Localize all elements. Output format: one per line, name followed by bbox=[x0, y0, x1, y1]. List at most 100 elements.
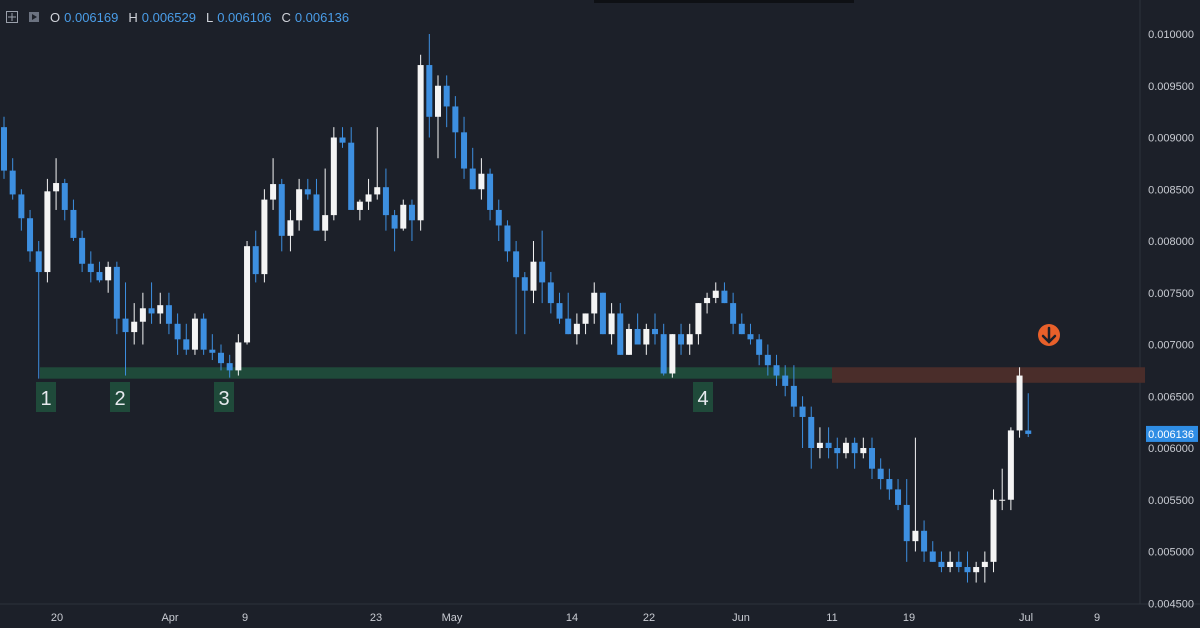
candle-body bbox=[704, 297, 711, 304]
y-tick-label: 0.009000 bbox=[1148, 133, 1194, 145]
candle-body bbox=[261, 199, 268, 275]
candle-body bbox=[877, 468, 884, 480]
candle-body bbox=[53, 183, 60, 192]
candle-body bbox=[834, 448, 841, 454]
candle-body bbox=[513, 251, 520, 278]
x-tick-label: 9 bbox=[242, 612, 248, 624]
candle-body bbox=[339, 137, 346, 143]
y-tick-label: 0.007000 bbox=[1148, 340, 1194, 352]
candle-body bbox=[1016, 375, 1023, 431]
candle-body bbox=[938, 561, 945, 568]
candle-body bbox=[643, 328, 650, 345]
low-label: L bbox=[205, 9, 214, 25]
ohlc-header: O 0.006169 H 0.006529 L 0.006106 C 0.006136 bbox=[0, 0, 349, 34]
open-value: 0.006169 bbox=[64, 9, 119, 25]
candle-body bbox=[730, 303, 737, 324]
candle-body bbox=[530, 261, 537, 291]
x-tick-label: 22 bbox=[643, 612, 655, 624]
candle-body bbox=[313, 194, 320, 231]
candle-body bbox=[495, 209, 502, 226]
x-tick-label: 23 bbox=[370, 612, 382, 624]
x-tick-label: 11 bbox=[826, 612, 837, 624]
candle-body bbox=[287, 220, 294, 236]
candle-body bbox=[209, 349, 216, 353]
candle-body bbox=[374, 187, 381, 195]
candle-body bbox=[87, 263, 94, 273]
candle-body bbox=[79, 237, 86, 264]
high-value: 0.006529 bbox=[141, 9, 196, 25]
y-tick-label: 0.009500 bbox=[1148, 81, 1194, 93]
candle-body bbox=[756, 339, 763, 355]
candle-body bbox=[547, 282, 554, 304]
candle-body bbox=[565, 318, 572, 335]
candle-body bbox=[139, 308, 146, 322]
y-tick-label: 0.006000 bbox=[1148, 443, 1194, 455]
candle-body bbox=[582, 313, 589, 324]
x-tick-label: 19 bbox=[903, 612, 915, 624]
last-price-label: 0.006136 bbox=[1148, 429, 1194, 441]
candle-body bbox=[747, 334, 754, 340]
candle-body bbox=[278, 184, 285, 236]
marker-box bbox=[214, 382, 234, 412]
candle-body bbox=[322, 215, 329, 231]
flag-icon[interactable] bbox=[28, 11, 40, 23]
candle-body bbox=[521, 277, 528, 291]
candle-body bbox=[782, 375, 789, 386]
sell-arrow-icon bbox=[1041, 326, 1057, 344]
candle-body bbox=[591, 292, 598, 314]
candle-body bbox=[70, 209, 77, 238]
resistance-zone bbox=[832, 367, 1145, 383]
crosshair-icon[interactable] bbox=[6, 11, 18, 23]
candle-body bbox=[443, 85, 450, 107]
marker-label: 1 bbox=[40, 388, 51, 410]
candle-body bbox=[461, 132, 468, 169]
candle-body bbox=[426, 65, 433, 117]
candle-body bbox=[981, 561, 988, 568]
candle-body bbox=[912, 530, 919, 542]
candle-body bbox=[556, 303, 563, 319]
candle-body bbox=[860, 448, 867, 454]
candle-body bbox=[764, 354, 771, 366]
candle-body bbox=[869, 448, 875, 469]
candle-body bbox=[157, 305, 164, 314]
candle-body bbox=[452, 106, 459, 133]
candle-body bbox=[148, 308, 155, 314]
candle-body bbox=[9, 170, 16, 195]
y-tick-label: 0.004500 bbox=[1148, 598, 1194, 610]
candle-body bbox=[652, 328, 658, 335]
candle-body bbox=[851, 442, 858, 454]
candle-body bbox=[435, 85, 441, 117]
candle-body bbox=[712, 290, 719, 298]
candle-body bbox=[1025, 430, 1032, 434]
candle-body bbox=[721, 290, 728, 304]
candle-body bbox=[365, 194, 372, 202]
candle-body bbox=[27, 218, 34, 252]
candle-body bbox=[886, 479, 893, 490]
x-tick-label: Apr bbox=[161, 612, 178, 624]
candle-body bbox=[816, 442, 823, 448]
candle-body bbox=[165, 305, 172, 324]
y-tick-label: 0.005500 bbox=[1148, 495, 1194, 507]
candle-body bbox=[122, 318, 129, 333]
candle-body bbox=[617, 313, 624, 355]
close-label: C bbox=[281, 9, 291, 25]
candle-body bbox=[469, 168, 476, 190]
candle-body bbox=[400, 204, 407, 229]
marker-label: 2 bbox=[114, 388, 125, 410]
candle-body bbox=[669, 334, 676, 374]
x-tick-label: 9 bbox=[1094, 612, 1100, 624]
candle-body bbox=[478, 173, 485, 190]
y-tick-label: 0.008000 bbox=[1148, 236, 1194, 248]
candle-body bbox=[35, 251, 42, 273]
candle-body bbox=[244, 246, 251, 343]
candle-body bbox=[226, 363, 233, 371]
marker-label: 4 bbox=[697, 388, 708, 410]
candle-body bbox=[304, 189, 311, 195]
close-value: 0.006136 bbox=[294, 9, 350, 25]
y-tick-label: 0.006500 bbox=[1148, 391, 1194, 403]
candle-body bbox=[200, 318, 207, 350]
candle-body bbox=[417, 65, 424, 221]
y-tick-label: 0.008500 bbox=[1148, 184, 1194, 196]
